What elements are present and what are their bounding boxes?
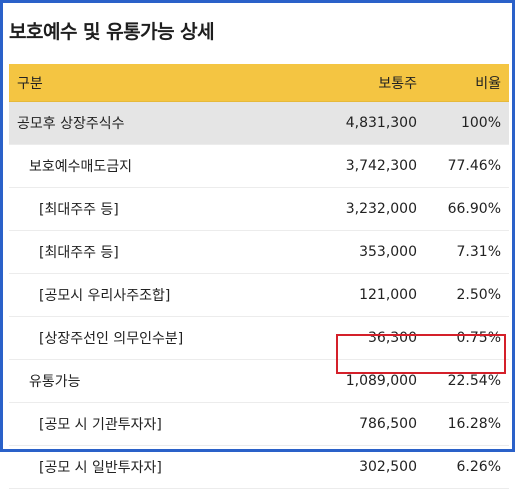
- row-ratio: 7.31%: [456, 244, 501, 260]
- row-label: 공모후 상장주식수: [17, 116, 125, 132]
- row-ratio: 100%: [460, 115, 501, 131]
- table-row: 보호예수매도금지 3,742,300 77.46%: [9, 145, 509, 188]
- lockup-table: 구분 보통주 비율 공모후 상장주식수 4,831,300 100% 보호예수매…: [9, 64, 509, 489]
- row-ratio: 16.28%: [447, 416, 501, 432]
- page-title: 보호예수 및 유통가능 상세: [9, 21, 215, 43]
- row-label: [최대주주 등]: [39, 245, 119, 261]
- table-row: 공모후 상장주식수 4,831,300 100%: [9, 101, 509, 145]
- row-shares: 353,000: [359, 244, 417, 260]
- row-shares: 3,742,300: [345, 158, 417, 174]
- row-shares: 1,089,000: [345, 373, 417, 389]
- row-label: [최대주주 등]: [39, 202, 119, 218]
- table-header-row: 구분 보통주 비율: [9, 64, 509, 102]
- row-shares: 786,500: [359, 416, 417, 432]
- table-row: [최대주주 등] 353,000 7.31%: [9, 231, 509, 274]
- table-row: [최대주주 등] 3,232,000 66.90%: [9, 188, 509, 231]
- row-ratio: 22.54%: [447, 373, 501, 389]
- row-ratio: 77.46%: [447, 158, 501, 174]
- row-label: [상장주선인 의무인수분]: [39, 331, 184, 347]
- table-row: [공모시 우리사주조합] 121,000 2.50%: [9, 274, 509, 317]
- row-ratio: 0.75%: [456, 330, 501, 346]
- row-label: [공모시 우리사주조합]: [39, 288, 171, 304]
- row-shares: 36,300: [368, 330, 417, 346]
- row-ratio: 66.90%: [447, 201, 501, 217]
- row-label: 보호예수매도금지: [29, 159, 133, 175]
- table-row: [상장주선인 의무인수분] 36,300 0.75%: [9, 317, 509, 360]
- row-shares: 121,000: [359, 287, 417, 303]
- header-shares: 보통주: [321, 64, 425, 102]
- row-label: 유통가능: [29, 374, 81, 390]
- table-row: [공모 시 기관투자자] 786,500 16.28%: [9, 403, 509, 446]
- row-shares: 4,831,300: [345, 115, 417, 131]
- header-label: 구분: [9, 64, 321, 102]
- header-ratio: 비율: [425, 64, 509, 102]
- row-label: [공모 시 기관투자자]: [39, 417, 162, 433]
- table-row: 유통가능 1,089,000 22.54%: [9, 360, 509, 403]
- row-shares: 3,232,000: [345, 201, 417, 217]
- row-ratio: 2.50%: [456, 287, 501, 303]
